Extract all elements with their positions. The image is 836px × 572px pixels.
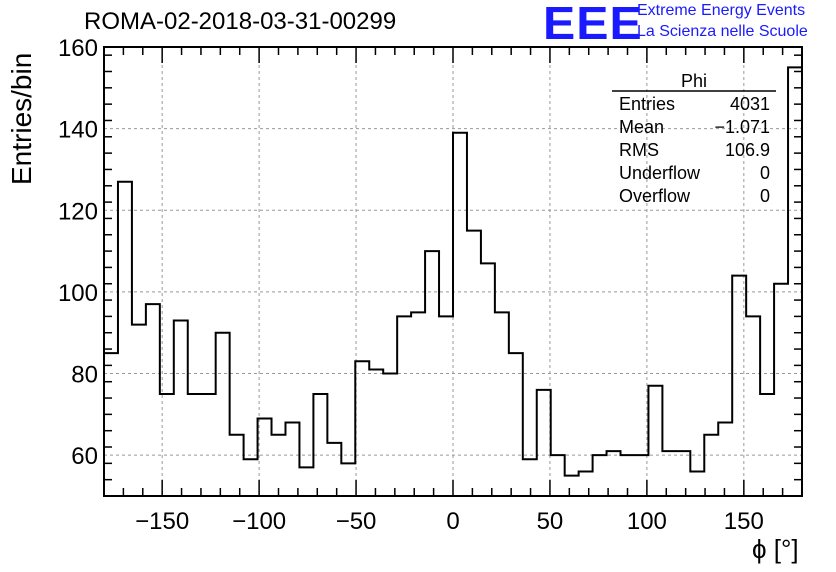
y-tick-label: 120 [58, 198, 98, 225]
histogram-bin [369, 369, 383, 496]
histogram-bin [746, 316, 760, 496]
histogram-bin [202, 394, 216, 496]
stats-label: Entries [619, 94, 675, 114]
stats-label: RMS [619, 140, 659, 160]
histogram-bin [146, 304, 160, 496]
y-tick-label: 140 [58, 117, 98, 144]
x-tick-label: −100 [232, 508, 286, 535]
y-tick-label: 60 [71, 443, 98, 470]
stats-value: 0 [760, 186, 770, 206]
x-axis-label: ϕ [°] [752, 534, 799, 564]
histogram-bin [467, 231, 481, 496]
stats-value: 0 [760, 163, 770, 183]
stats-label: Overflow [619, 186, 691, 206]
eee-logo: EEE [543, 0, 643, 49]
stats-title: Phi [681, 71, 707, 91]
histogram-bin [523, 459, 537, 496]
histogram-bin [676, 451, 690, 496]
histogram-bin [230, 435, 244, 496]
y-tick-label: 100 [58, 280, 98, 307]
histogram-bin [788, 67, 802, 496]
histogram-bin [118, 182, 132, 496]
histogram-bin [565, 476, 579, 496]
histogram-bin [132, 325, 146, 496]
histogram-bin [662, 451, 676, 496]
x-tick-label: −150 [135, 508, 189, 535]
x-tick-label: 150 [724, 508, 764, 535]
histogram-bin [425, 251, 439, 496]
histogram-bin [718, 423, 732, 496]
histogram-bin [453, 133, 467, 496]
histogram-bin [285, 423, 299, 496]
histogram-line [104, 66, 802, 477]
x-tick-label: 0 [446, 508, 459, 535]
histogram-bin [774, 284, 788, 496]
stats-value: 106.9 [725, 140, 770, 160]
histogram-bin [690, 472, 704, 496]
histogram-bin [397, 316, 411, 496]
stats-value: 4031 [730, 94, 770, 114]
histogram-bin [355, 361, 369, 496]
x-tick-label: −50 [336, 508, 377, 535]
x-tick-label: 100 [627, 508, 667, 535]
histogram-bin [383, 374, 397, 496]
stats-label: Mean [619, 117, 664, 137]
x-tick-label: 50 [537, 508, 564, 535]
stats-value: −1.071 [714, 117, 770, 137]
histogram-bin [411, 312, 425, 496]
histogram-bin [732, 276, 746, 496]
histogram-bin [104, 353, 118, 496]
logo-line-1: Extreme Energy Events [637, 2, 806, 19]
histogram-bin [341, 463, 355, 496]
y-tick-label: 80 [71, 362, 98, 389]
histogram-bin [551, 455, 565, 496]
histogram-bin [704, 435, 718, 496]
histogram-bin [188, 394, 202, 496]
histogram-bin [174, 320, 188, 496]
histogram-bin [760, 394, 774, 496]
logo-line-2: La Scienza nelle Scuole [637, 23, 808, 40]
histogram-bin [439, 316, 453, 496]
histogram-bin [648, 386, 662, 496]
histogram-bin [244, 459, 258, 496]
histogram-bin [481, 263, 495, 496]
stats-label: Underflow [619, 163, 701, 183]
histogram-bin [272, 435, 286, 496]
histogram-bin [313, 394, 327, 496]
histogram-bin [579, 472, 593, 496]
y-axis-label: Entries/bin [6, 52, 37, 185]
plot-title: ROMA-02-2018-03-31-00299 [84, 8, 397, 35]
histogram-bin [327, 443, 341, 496]
histogram-bin [537, 390, 551, 496]
histogram-bin [509, 353, 523, 496]
histogram-bin [299, 467, 313, 496]
histogram-bin [495, 312, 509, 496]
histogram-bin [593, 455, 607, 496]
y-tick-label: 160 [58, 35, 98, 62]
histogram-bin [216, 333, 230, 496]
